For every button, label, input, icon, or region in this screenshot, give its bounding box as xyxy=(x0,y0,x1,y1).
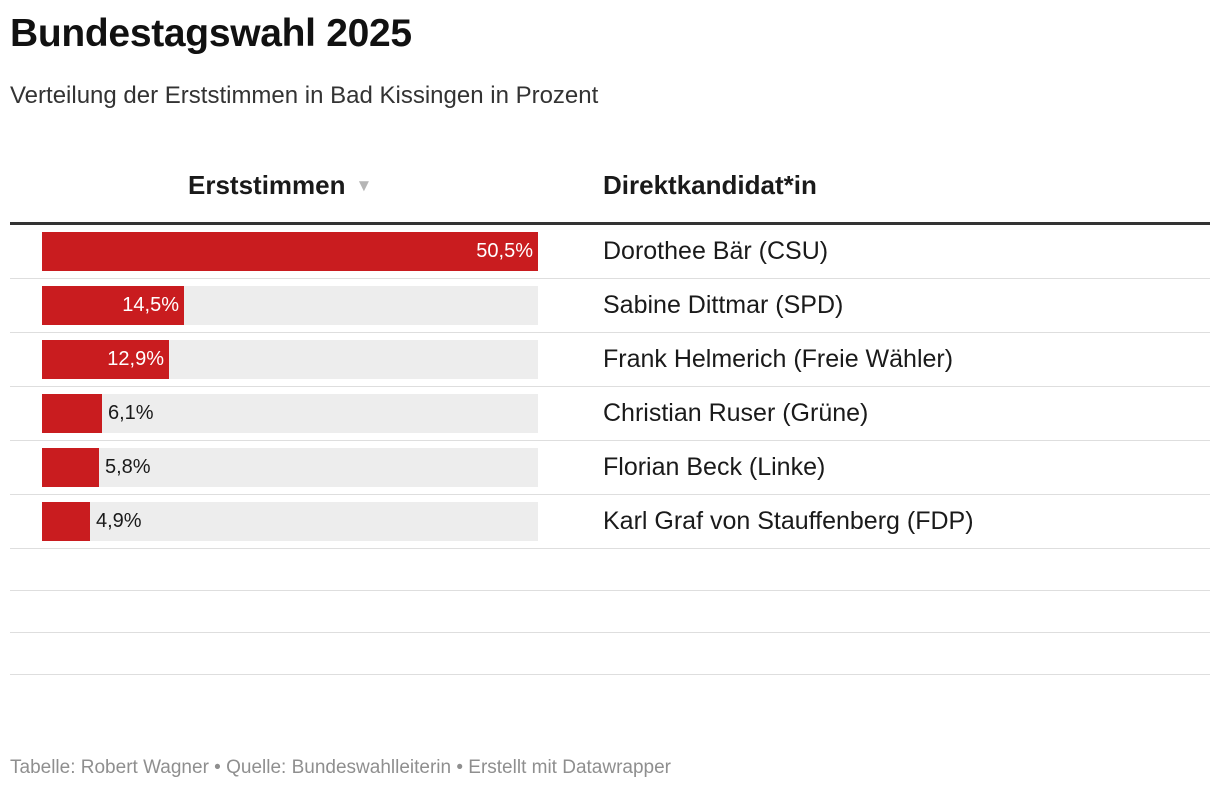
table-row: 5,8% Florian Beck (Linke) xyxy=(10,441,1210,495)
bar-label-dorothee-baer: 50,5% xyxy=(476,240,533,262)
bar-label-christian-ruser: 6,1% xyxy=(108,402,154,424)
column-header-erststimmen-label: Erststimmen xyxy=(188,170,346,200)
table-row: 6,1% Christian Ruser (Grüne) xyxy=(10,387,1210,441)
table-body: 50,5% Dorothee Bär (CSU) 14,5% Sabine Di… xyxy=(10,225,1210,675)
column-header-direktkandidat[interactable]: Direktkandidat*in xyxy=(603,170,817,201)
table-header: Erststimmen ▼ Direktkandidat*in xyxy=(10,158,1210,225)
bar-track: 12,9% xyxy=(42,340,538,379)
bar-track: 50,5% xyxy=(42,232,538,271)
bar-label-karl-graf-von-stauffenberg: 4,9% xyxy=(96,510,142,532)
bar-dorothee-baer xyxy=(42,232,538,271)
bar-christian-ruser xyxy=(42,394,102,433)
candidate-name-dorothee-baer: Dorothee Bär (CSU) xyxy=(603,237,829,265)
bar-track: 6,1% xyxy=(42,394,538,433)
column-header-direktkandidat-label: Direktkandidat*in xyxy=(603,170,817,200)
candidate-name-florian-beck: Florian Beck (Linke) xyxy=(603,453,826,481)
page-subtitle: Verteilung der Erststimmen in Bad Kissin… xyxy=(10,82,599,109)
empty-row xyxy=(10,591,1210,633)
bar-sabine-dittmar xyxy=(42,286,184,325)
candidate-name-sabine-dittmar: Sabine Dittmar (SPD) xyxy=(603,291,844,319)
bar-florian-beck xyxy=(42,448,99,487)
candidate-name-karl-graf-von-stauffenberg: Karl Graf von Stauffenberg (FDP) xyxy=(603,507,974,535)
bar-track: 5,8% xyxy=(42,448,538,487)
bar-track: 14,5% xyxy=(42,286,538,325)
table-row: 12,9% Frank Helmerich (Freie Wähler) xyxy=(10,333,1210,387)
table-row: 4,9% Karl Graf von Stauffenberg (FDP) xyxy=(10,495,1210,549)
empty-row xyxy=(10,549,1210,591)
bar-label-florian-beck: 5,8% xyxy=(105,456,151,478)
sort-descending-icon[interactable]: ▼ xyxy=(355,176,373,195)
candidate-name-frank-helmerich: Frank Helmerich (Freie Wähler) xyxy=(603,345,954,373)
table-row: 50,5% Dorothee Bär (CSU) xyxy=(10,225,1210,279)
table-row: 14,5% Sabine Dittmar (SPD) xyxy=(10,279,1210,333)
page-title: Bundestagswahl 2025 xyxy=(10,12,412,55)
bar-frank-helmerich xyxy=(42,340,169,379)
bar-track: 4,9% xyxy=(42,502,538,541)
empty-row xyxy=(10,633,1210,675)
bar-label-frank-helmerich: 12,9% xyxy=(107,348,164,370)
candidate-name-christian-ruser: Christian Ruser (Grüne) xyxy=(603,399,869,427)
footer-credits: Tabelle: Robert Wagner • Quelle: Bundesw… xyxy=(10,757,672,778)
column-header-erststimmen[interactable]: Erststimmen ▼ xyxy=(188,170,372,201)
bar-karl-graf-von-stauffenberg xyxy=(42,502,90,541)
bar-label-sabine-dittmar: 14,5% xyxy=(122,294,179,316)
